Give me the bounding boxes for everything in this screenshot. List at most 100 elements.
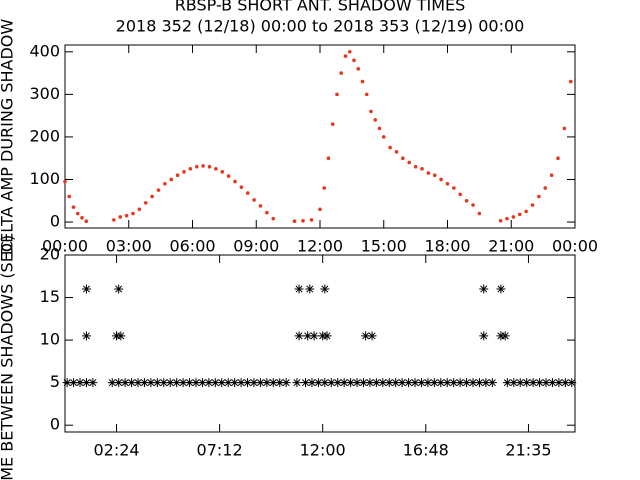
data-point [445,181,450,186]
data-point [413,164,418,169]
data-point [502,378,512,388]
data-point [464,198,469,203]
data-point [309,218,314,222]
data-point [509,378,519,388]
data-point [210,378,220,388]
data-point [318,207,322,212]
data-point [397,378,407,388]
data-point [515,378,525,388]
data-point [271,216,276,221]
x-tick-label: 07:12 [197,441,243,460]
data-point [442,378,452,388]
data-point [252,198,256,202]
x-tick-label: 18:00 [424,237,470,256]
chart-title: RBSP-B SHORT ANT. SHADOW TIMES [175,0,466,15]
data-point [554,378,564,388]
data-point [391,378,401,388]
x-tick-label: 09:00 [233,237,279,256]
data-point [556,156,560,161]
data-point [191,378,201,388]
data-point [458,192,463,197]
data-point [214,167,218,171]
data-point [404,378,414,388]
data-point [223,378,233,388]
data-point [479,284,489,294]
data-point [326,156,331,161]
data-point [281,378,291,388]
y-axis-label: TIME BETWEEN SHADOWS (SEC) [0,235,17,480]
data-point [67,194,72,199]
data-point [305,284,315,294]
data-point [265,210,269,215]
data-point [377,126,382,131]
data-point [294,284,304,294]
data-point [346,378,356,388]
data-point [230,378,240,388]
plot-frame [64,44,576,229]
y-tick-label: 200 [29,126,60,145]
data-point [131,211,135,216]
data-point [394,150,399,154]
data-point [220,170,225,174]
data-point [449,378,459,388]
data-point [124,213,129,218]
data-point [133,378,143,388]
x-tick-label: 12:00 [297,237,343,256]
data-point [268,378,278,388]
data-point [358,378,368,388]
data-point [356,67,361,71]
data-point [88,378,98,388]
data-point [143,201,148,205]
y-tick-label: 5 [50,372,60,391]
data-point [75,378,85,388]
data-point [243,378,253,388]
y-tick-label: 300 [29,84,60,103]
data-point [369,109,373,114]
data-point [388,145,392,150]
data-point [120,378,130,388]
data-point [152,378,162,388]
data-point [335,92,339,97]
y-tick-label: 100 [29,169,60,188]
data-point [137,207,142,212]
data-point [322,331,332,341]
data-point [407,160,412,165]
x-tick-label: 21:35 [505,441,551,460]
data-point [182,170,186,174]
data-point [156,188,161,192]
data-point [262,378,272,388]
data-point [163,181,167,186]
data-point [535,378,545,388]
data-point [381,135,386,139]
data-point [373,118,378,122]
data-point [481,378,491,388]
data-point [543,186,548,190]
data-point [275,378,285,388]
data-point [496,284,506,294]
data-point [541,378,551,388]
data-point [69,378,79,388]
x-tick-label: 12:00 [300,441,346,460]
data-point [71,205,76,209]
data-point [81,378,91,388]
x-tick-label: 21:00 [488,237,534,256]
data-point [320,378,330,388]
data-point [175,173,180,178]
data-point [197,378,207,388]
data-point [511,215,516,219]
data-point [320,284,330,294]
data-point [410,378,420,388]
data-point [207,164,212,169]
data-point [498,218,503,223]
data-point [75,211,80,216]
data-point [487,378,497,388]
data-point [84,219,89,223]
data-point [560,378,570,388]
data-point [401,156,405,161]
data-point [150,194,154,199]
data-point [112,218,116,222]
data-point [127,378,137,388]
data-point [307,378,317,388]
data-point [194,164,199,169]
